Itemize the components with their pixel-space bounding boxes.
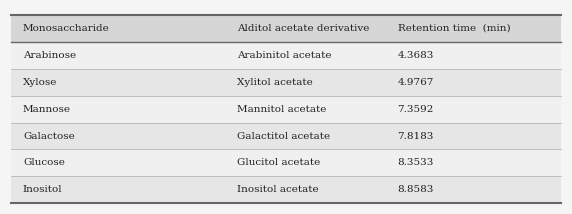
Text: 8.3533: 8.3533 xyxy=(398,158,434,167)
Text: Galactitol acetate: Galactitol acetate xyxy=(237,132,331,141)
Text: Arabinose: Arabinose xyxy=(23,51,76,60)
Text: Glucitol acetate: Glucitol acetate xyxy=(237,158,321,167)
Text: Arabinitol acetate: Arabinitol acetate xyxy=(237,51,332,60)
Text: Alditol acetate derivative: Alditol acetate derivative xyxy=(237,24,370,33)
Text: 8.8583: 8.8583 xyxy=(398,185,434,194)
Text: Glucose: Glucose xyxy=(23,158,65,167)
Text: Mannose: Mannose xyxy=(23,105,71,114)
Text: 7.8183: 7.8183 xyxy=(398,132,434,141)
Text: Xylitol acetate: Xylitol acetate xyxy=(237,78,313,87)
Text: Inositol: Inositol xyxy=(23,185,62,194)
Text: Galactose: Galactose xyxy=(23,132,74,141)
Text: Mannitol acetate: Mannitol acetate xyxy=(237,105,327,114)
Text: Monosaccharide: Monosaccharide xyxy=(23,24,110,33)
Text: 4.3683: 4.3683 xyxy=(398,51,434,60)
Text: Retention time  (min): Retention time (min) xyxy=(398,24,510,33)
Text: 7.3592: 7.3592 xyxy=(398,105,434,114)
Text: Xylose: Xylose xyxy=(23,78,57,87)
Text: Inositol acetate: Inositol acetate xyxy=(237,185,319,194)
Text: 4.9767: 4.9767 xyxy=(398,78,434,87)
